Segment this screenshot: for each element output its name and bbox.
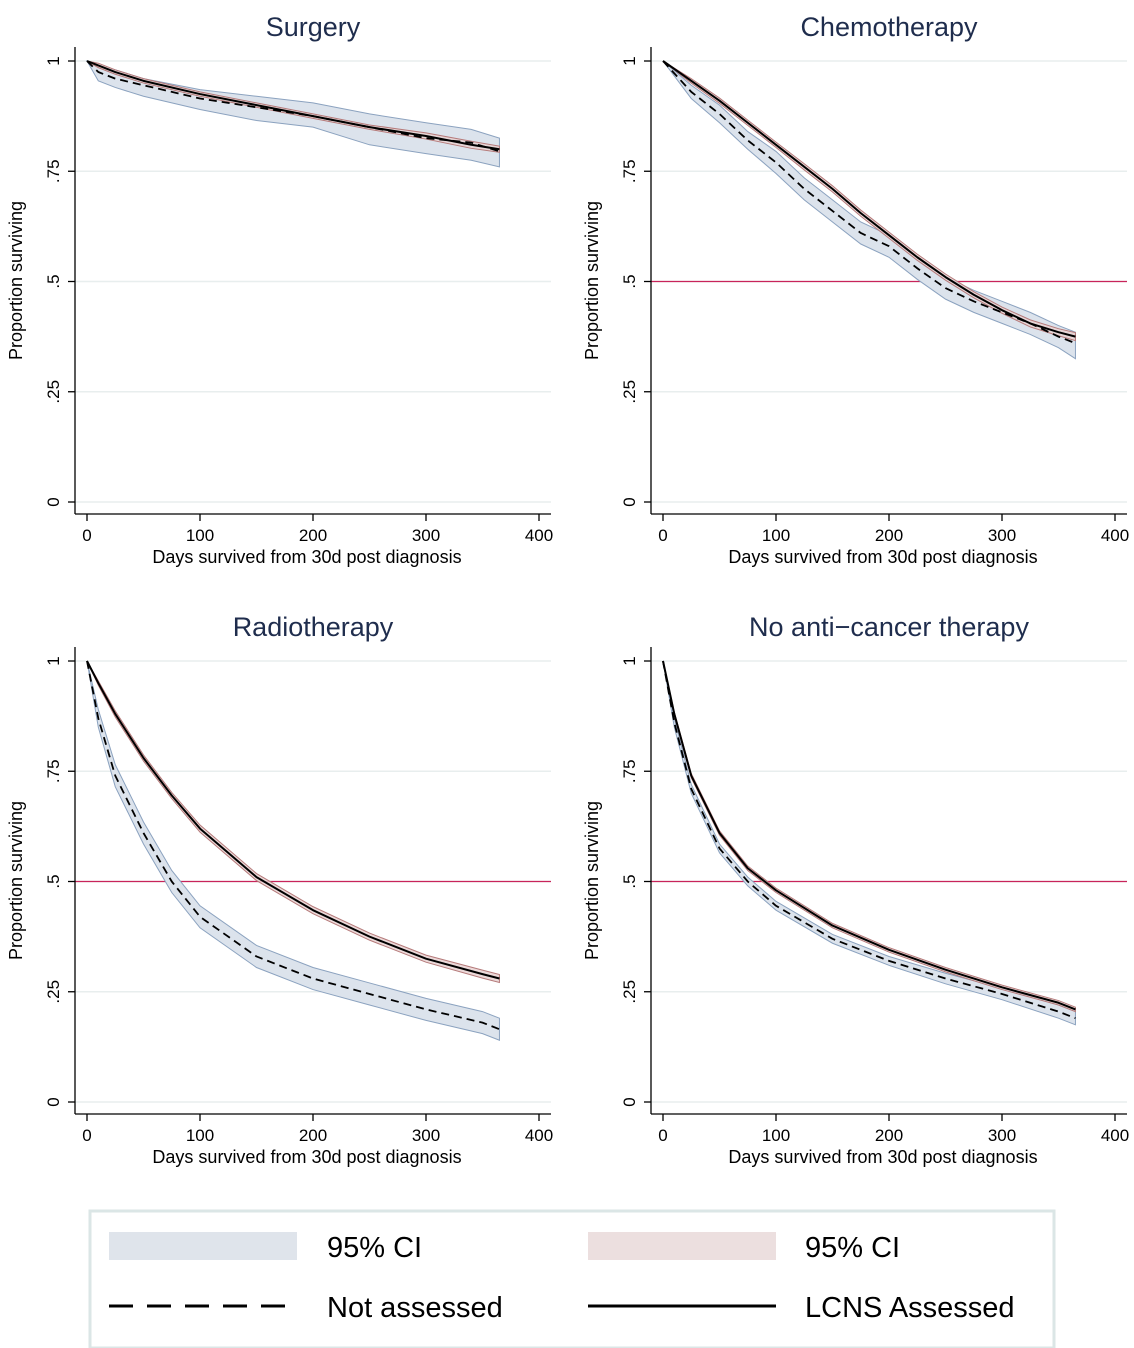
ci-band-not-assessed <box>86 660 500 1041</box>
y-tick-label: .75 <box>44 759 63 783</box>
y-tick-label: .25 <box>44 380 63 404</box>
series-line-lcns-assessed <box>86 60 500 151</box>
y-tick-label: .75 <box>620 159 639 183</box>
legend-label-not-assessed: Not assessed <box>327 1292 503 1324</box>
y-tick-label: 0 <box>44 1097 63 1106</box>
ci-band-lcns-assessed <box>86 60 500 153</box>
legend-swatch-not-assessed-ci <box>109 1232 297 1260</box>
ci-band-not-assessed <box>662 660 1076 1026</box>
panel-radiotherapy: Radiotherapy 0 .25 .5 .75 1 0 100 200 300 400 Days … <box>6 612 553 1167</box>
panel-surgery: Surgery 0 .25 .5 .75 1 0 100 200 300 400 Days survi… <box>6 12 553 567</box>
y-axis-title: Proportion surviving <box>582 201 602 360</box>
x-axis-title: Days survived from 30d post diagnosis <box>152 1147 461 1167</box>
ci-band-lcns-assessed <box>662 60 1076 342</box>
legend-label-lcns-ci: 95% CI <box>805 1232 900 1264</box>
legend-frame <box>88 1209 1056 1348</box>
y-tick-label: .75 <box>44 159 63 183</box>
y-tick-label: 0 <box>44 497 63 506</box>
y-tick-label: .5 <box>44 874 63 888</box>
panel-title: Radiotherapy <box>233 612 394 642</box>
series-line-lcns-assessed <box>662 660 1076 1011</box>
x-tick-label: 200 <box>299 526 327 545</box>
y-tick-label: .25 <box>44 980 63 1004</box>
x-tick-label: 300 <box>988 1126 1016 1145</box>
x-tick-label: 200 <box>875 1126 903 1145</box>
y-axis-title: Proportion surviving <box>6 201 26 360</box>
y-tick-label: 1 <box>620 656 639 665</box>
x-tick-label: 0 <box>82 1126 91 1145</box>
series-line-lcns-assessed <box>86 660 500 980</box>
x-tick-label: 100 <box>186 526 214 545</box>
y-tick-label: 1 <box>44 56 63 65</box>
series-line-not-assessed <box>86 660 500 1031</box>
x-tick-label: 0 <box>82 526 91 545</box>
y-tick-label: 1 <box>44 656 63 665</box>
x-tick-label: 400 <box>525 1126 553 1145</box>
series-line-not-assessed <box>662 660 1076 1020</box>
x-tick-label: 100 <box>762 526 790 545</box>
x-tick-label: 300 <box>412 1126 440 1145</box>
y-tick-label: 0 <box>620 1097 639 1106</box>
y-axis-title: Proportion surviving <box>6 801 26 960</box>
legend-label-not-assessed-ci: 95% CI <box>327 1232 422 1264</box>
x-axis-title: Days survived from 30d post diagnosis <box>728 1147 1037 1167</box>
y-tick-label: 0 <box>620 497 639 506</box>
x-tick-label: 400 <box>1101 526 1129 545</box>
panel-title: Surgery <box>266 12 361 42</box>
ci-band-lcns-assessed <box>662 660 1076 1013</box>
y-tick-label: 1 <box>620 56 639 65</box>
x-tick-label: 0 <box>658 1126 667 1145</box>
x-tick-label: 100 <box>762 1126 790 1145</box>
x-tick-label: 400 <box>1101 1126 1129 1145</box>
panel-title: Chemotherapy <box>800 12 978 42</box>
y-tick-label: .25 <box>620 980 639 1004</box>
y-tick-label: .5 <box>44 274 63 288</box>
y-tick-label: .25 <box>620 380 639 404</box>
x-tick-label: 300 <box>988 526 1016 545</box>
legend-label-lcns-assessed: LCNS Assessed <box>805 1292 1015 1324</box>
panel-no-anti-cancer-therapy: No anti−cancer therapy 0 .25 .5 .75 1 0 100 200 3… <box>582 612 1129 1167</box>
x-axis-title: Days survived from 30d post diagnosis <box>728 547 1037 567</box>
y-tick-label: .5 <box>620 274 639 288</box>
ci-band-lcns-assessed <box>86 660 500 984</box>
y-tick-label: .75 <box>620 759 639 783</box>
ci-band-not-assessed <box>662 60 1076 360</box>
x-tick-label: 100 <box>186 1126 214 1145</box>
y-tick-label: .5 <box>620 874 639 888</box>
panel-chemotherapy: Chemotherapy 0 .25 .5 .75 1 0 100 200 300 400 Days … <box>582 12 1129 567</box>
legend-swatch-lcns-ci <box>588 1232 776 1260</box>
legend: 95% CI 95% CI Not assessed LCNS Assessed <box>88 1209 1056 1348</box>
panel-title: No anti−cancer therapy <box>749 612 1029 642</box>
x-axis-title: Days survived from 30d post diagnosis <box>152 547 461 567</box>
x-tick-label: 200 <box>299 1126 327 1145</box>
x-tick-label: 200 <box>875 526 903 545</box>
x-tick-label: 300 <box>412 526 440 545</box>
series-line-lcns-assessed <box>662 60 1076 338</box>
x-tick-label: 400 <box>525 526 553 545</box>
y-axis-title: Proportion surviving <box>582 801 602 960</box>
series-line-not-assessed <box>662 60 1076 345</box>
x-tick-label: 0 <box>658 526 667 545</box>
